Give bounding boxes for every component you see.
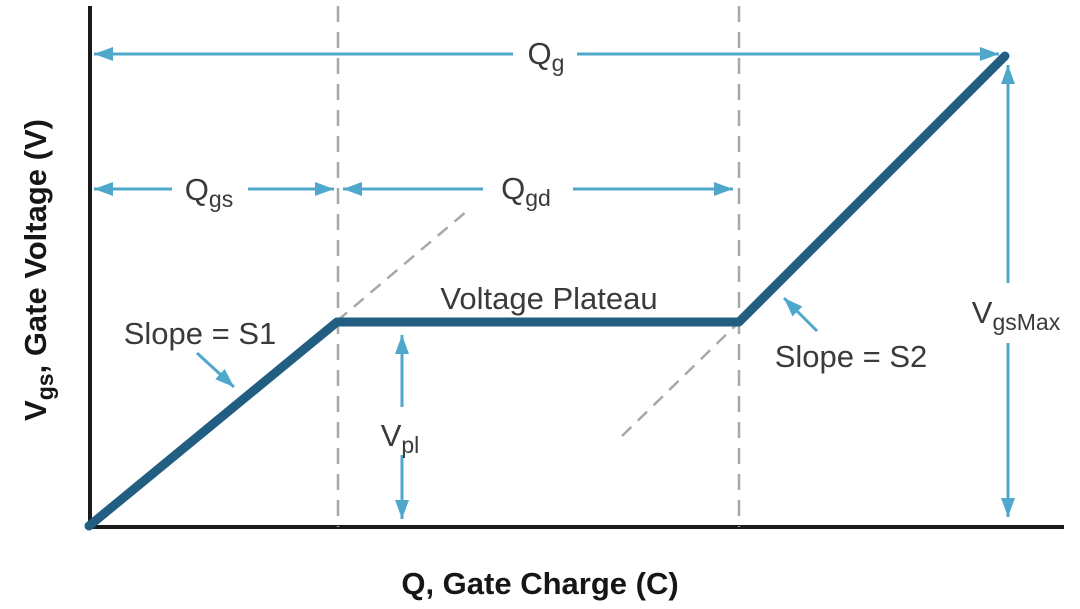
guide-lines [336,6,741,527]
dashed-s2-slope-extension [621,324,737,437]
vpl-label: Vpl [381,418,420,458]
axis-titles: Q, Gate Charge (C) Vgs, Gate Voltage (V) [18,119,679,601]
gate-charge-curve [84,51,1010,531]
y-axis-label: Vgs, Gate Voltage (V) [18,119,58,421]
slope-s2-pointer-arrow [782,296,819,333]
qg-label: Qg [528,36,565,76]
vgsmax-label: VgsMax [972,295,1061,335]
slope-s1-pointer-arrow [195,351,236,389]
qgs-label: Qgs [185,172,233,212]
qgd-label: Qgd [501,171,551,211]
x-axis-label: Q, Gate Charge (C) [401,566,678,601]
dimension-arrows [94,47,1015,519]
voltage-plateau-label: Voltage Plateau [440,281,657,316]
slope-s2-label: Slope = S2 [775,339,928,374]
dashed-s1-slope-extension [336,210,468,322]
slope-s1-label: Slope = S1 [124,316,277,351]
axes [88,6,1064,529]
annotation-labels: Qg Qgs Qgd Vpl VgsMax Slope = S1 Slope =… [124,36,1061,458]
